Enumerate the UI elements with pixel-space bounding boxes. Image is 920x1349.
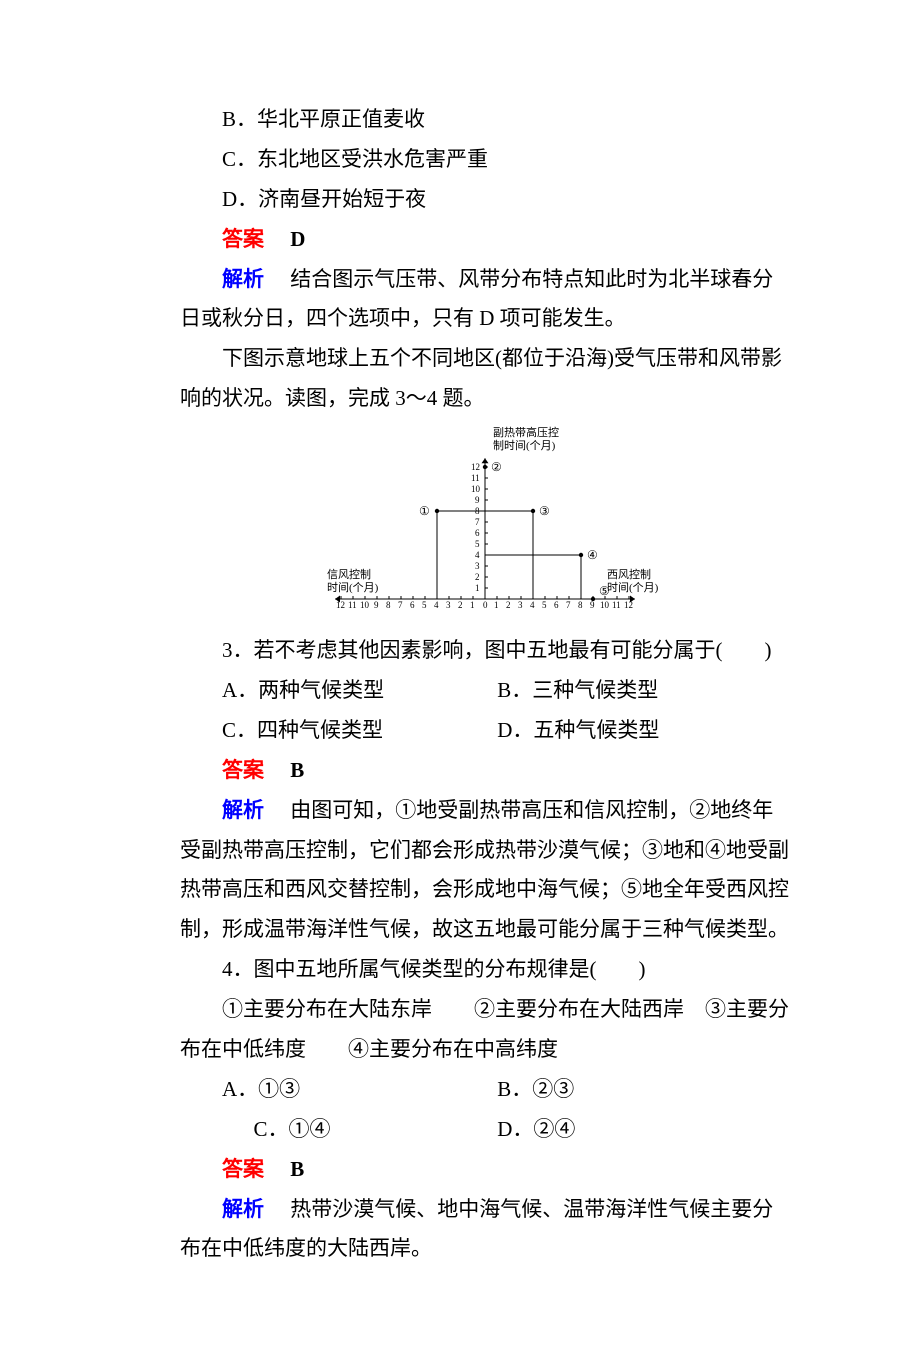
answer-label: 答案 xyxy=(222,1157,264,1181)
q4-circled: ①主要分布在大陆东岸 ②主要分布在大陆西岸 ③主要分布在中低纬度 ④主要分布在中… xyxy=(180,990,790,1070)
chart-y-axis-label: 副热带高压控 制时间(个月) xyxy=(493,427,559,453)
q4-opts-row2: C．①④ D．②④ xyxy=(180,1110,790,1150)
q3-answer: B xyxy=(290,758,304,782)
q3-opts-row1: A．两种气候类型 B．三种气候类型 xyxy=(180,671,790,711)
q3-answer-line: 答案 B xyxy=(180,751,790,791)
analysis-label: 解析 xyxy=(222,798,264,822)
q3-analysis: 解析 由图可知，①地受副热带高压和信风控制，②地终年受副热带高压控制，它们都会形… xyxy=(180,791,790,951)
q2-answer-line: 答案 D xyxy=(180,220,790,260)
answer-label: 答案 xyxy=(222,227,264,251)
q3-stem: 3．若不考虑其他因素影响，图中五地最有可能分属于( ) xyxy=(180,631,790,671)
q4-option-a: A．①③ xyxy=(180,1070,497,1110)
q3-option-b: B．三种气候类型 xyxy=(497,671,790,711)
q3-option-c: C．四种气候类型 xyxy=(180,711,497,751)
analysis-label: 解析 xyxy=(222,267,264,291)
q4-stem: 4．图中五地所属气候类型的分布规律是( ) xyxy=(180,950,790,990)
q4-answer-line: 答案 B xyxy=(180,1150,790,1190)
q2-option-b: B．华北平原正值麦收 xyxy=(180,100,790,140)
q4-analysis: 解析 热带沙漠气候、地中海气候、温带海洋性气候主要分布在中低纬度的大陆西岸。 xyxy=(180,1190,790,1270)
q3-option-d: D．五种气候类型 xyxy=(497,711,790,751)
q2-answer: D xyxy=(290,227,305,251)
q4-option-d: D．②④ xyxy=(497,1110,790,1150)
q3-option-a: A．两种气候类型 xyxy=(180,671,497,711)
chart-container: 1234567891011120123456789101112123456789… xyxy=(180,427,790,627)
q2-option-d: D．济南昼开始短于夜 xyxy=(180,180,790,220)
q4-opts-row1: A．①③ B．②③ xyxy=(180,1070,790,1110)
chart-x-right-label: 西风控制 时间(个月) xyxy=(607,569,658,595)
q4-option-b: B．②③ xyxy=(497,1070,790,1110)
q2-option-c: C．东北地区受洪水危害严重 xyxy=(180,140,790,180)
intro-34: 下图示意地球上五个不同地区(都位于沿海)受气压带和风带影响的状况。读图，完成 3… xyxy=(180,339,790,419)
q4-answer: B xyxy=(290,1157,304,1181)
q3-opts-row2: C．四种气候类型 D．五种气候类型 xyxy=(180,711,790,751)
answer-label: 答案 xyxy=(222,758,264,782)
q2-analysis: 解析 结合图示气压带、风带分布特点知此时为北半球春分日或秋分日，四个选项中，只有… xyxy=(180,260,790,340)
analysis-label: 解析 xyxy=(222,1197,264,1221)
chart-x-left-label: 信风控制 时间(个月) xyxy=(327,569,378,595)
q4-option-c: C．①④ xyxy=(180,1110,497,1150)
pressure-wind-chart: 1234567891011120123456789101112123456789… xyxy=(295,427,675,627)
